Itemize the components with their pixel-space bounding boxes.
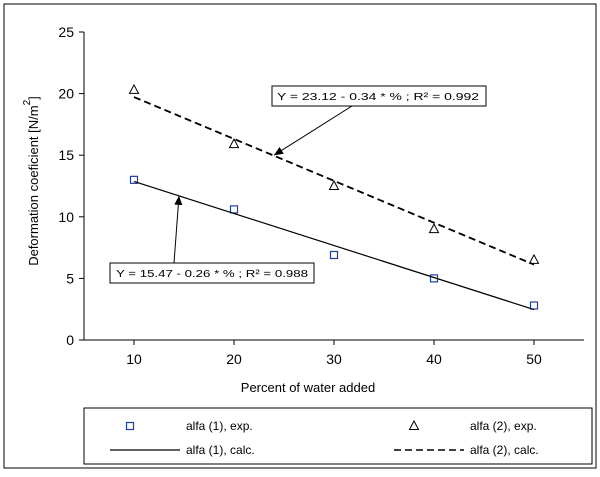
y-tick-label: 20	[58, 86, 74, 102]
y-axis-label-main: Deformation coeficient [N/m	[26, 105, 41, 265]
data-point-series-2	[128, 83, 140, 94]
annotation-arrow-line	[173, 195, 180, 264]
legend-box	[83, 407, 593, 465]
annotation-arrowhead	[274, 147, 284, 156]
annotation-arrowhead	[174, 195, 183, 206]
annotation-box	[271, 85, 487, 107]
y-axis-label-superscript: 2	[22, 99, 33, 105]
data-point-series-1	[529, 301, 539, 310]
legend-marker-1	[125, 421, 135, 431]
legend-label-4: alfa (2), calc.	[470, 443, 539, 457]
y-tick-label: 10	[58, 209, 74, 225]
series-line-4	[133, 96, 535, 266]
data-point-series-2	[328, 179, 340, 190]
x-tick-label: 50	[526, 351, 542, 367]
legend-label-2: alfa (2), exp.	[470, 419, 537, 433]
data-point-series-2	[428, 223, 440, 234]
x-tick-label: 40	[426, 351, 442, 367]
annotation-text: Y = 23.12 - 0.34 * % ; R² = 0.992	[277, 92, 480, 103]
series-line-3	[133, 180, 535, 311]
y-axis-label-close: ]	[26, 96, 41, 100]
data-point-series-2	[528, 253, 540, 264]
x-axis-label: Percent of water added	[241, 380, 375, 395]
legend-label-3: alfa (1), calc.	[186, 443, 255, 457]
annotation-text: Y = 15.47 - 0.26 * % ; R² = 0.988	[116, 269, 309, 280]
y-tick-label: 5	[66, 270, 74, 286]
chart-border	[3, 3, 597, 469]
y-axis-label: Deformation coeficient [N/m2]	[22, 96, 41, 266]
x-tick-label: 10	[126, 351, 142, 367]
legend-marker-2	[408, 419, 420, 430]
legend: alfa (1), exp. alfa (2), exp. alfa (1), ca…	[83, 407, 593, 465]
y-tick-label: 15	[58, 147, 74, 163]
x-tick-label: 20	[226, 351, 242, 367]
data-point-series-2	[228, 138, 240, 149]
data-point-series-1	[129, 175, 139, 184]
data-point-series-1	[329, 250, 339, 260]
data-point-series-1	[229, 205, 239, 214]
annotation-arrow-line	[273, 105, 353, 156]
legend-label-1: alfa (1), exp.	[186, 419, 253, 433]
y-tick-label: 0	[66, 332, 74, 348]
annotation-box	[109, 262, 315, 284]
x-tick-label: 30	[326, 351, 342, 367]
y-tick-label: 25	[58, 24, 74, 40]
